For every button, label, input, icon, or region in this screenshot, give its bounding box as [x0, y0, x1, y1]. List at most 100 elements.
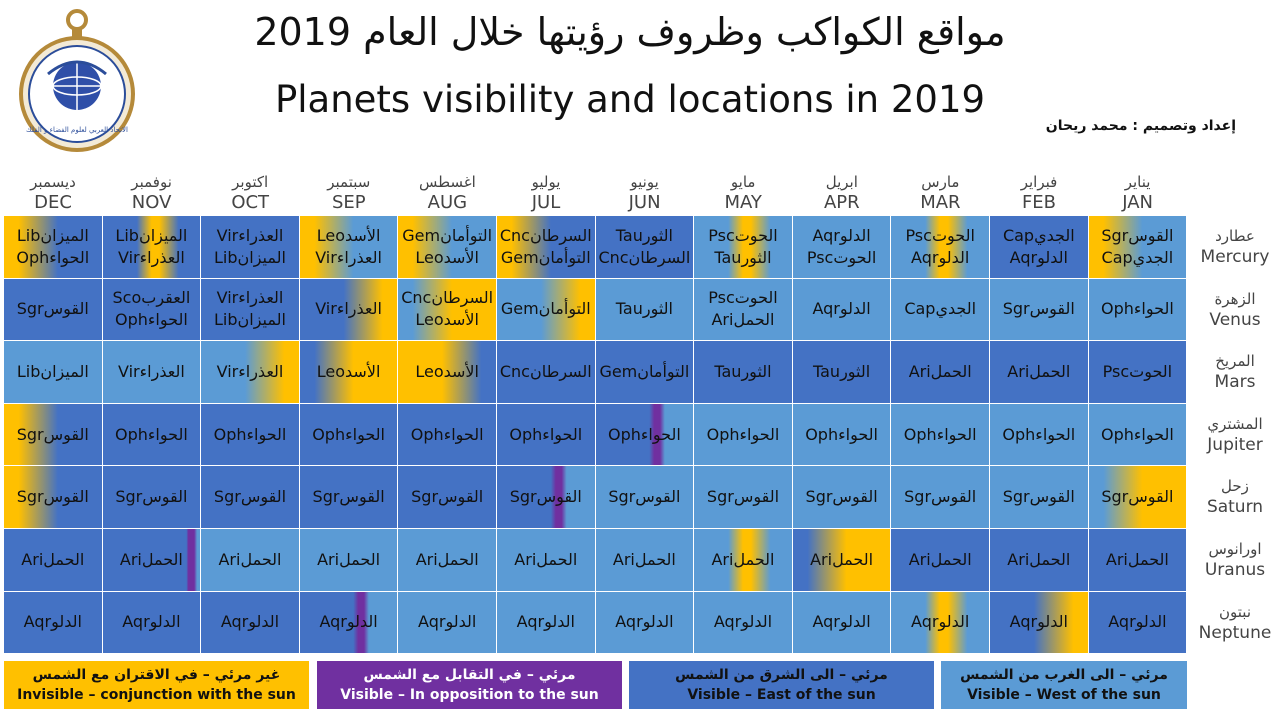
constellation: Libالميزان [214, 247, 286, 269]
constellation-abbr: Ari [1007, 549, 1030, 569]
month-header-arabic: نوفمبر [131, 173, 172, 191]
constellation-abbr: Sgr [213, 487, 241, 507]
planet-label-arabic: المريخ [1215, 352, 1255, 371]
month-header-arabic: اكتوبر [232, 173, 269, 191]
constellation-abbr: Gem [500, 299, 539, 319]
month-header: ابريل APR [793, 172, 891, 214]
constellation-arabic: العذراء [238, 225, 284, 245]
month-header-arabic: مايو [730, 173, 756, 191]
grid-cell: Libالميزان Ophالحواء [4, 216, 103, 279]
constellation-arabic: الحواء [640, 424, 681, 444]
grid-cell: Virالعذراء [299, 278, 399, 342]
grid-cell: Ariالحمل [497, 529, 596, 592]
constellation: Virالعذراء [217, 287, 284, 309]
month-header-english: OCT [231, 192, 270, 213]
constellation: Sgrالقوس [1101, 486, 1173, 508]
constellation: Leoالأسد [317, 225, 381, 247]
constellation-arabic: الحواء [443, 424, 484, 444]
planet-label-arabic: عطارد [1215, 227, 1255, 245]
constellation: Ophالحواء [805, 424, 878, 446]
constellation-abbr: Ari [1007, 361, 1030, 381]
constellation: Virالعذراء [315, 247, 382, 269]
constellation: Ophالحواء [1101, 424, 1174, 446]
grid-cell: Aqrالدلو [595, 591, 695, 655]
constellation: Tauالثور [616, 298, 673, 320]
constellation-arabic: القوس [43, 424, 89, 444]
grid-cell: Gemالتوأمان [595, 341, 695, 404]
legend-text-arabic: مرئي – في التقابل مع الشمس [363, 667, 576, 683]
constellation-arabic: الحواء [246, 424, 287, 444]
grid-cell: Sgrالقوس [792, 466, 892, 529]
grid-cell: Sgrالقوس [694, 466, 793, 529]
month-header-english: NOV [131, 192, 172, 213]
constellation: Ariالحمل [1106, 549, 1169, 571]
grid-cell: Ophالحواء [102, 403, 202, 467]
month-header-english: APR [823, 192, 860, 213]
grid-cell: Ophالحواء [497, 403, 596, 467]
constellation-arabic: التوأمان [538, 299, 591, 319]
constellation-arabic: التوأمان [637, 361, 690, 381]
month-header: سبتمبر SEP [300, 172, 398, 214]
month-header: يونيو JUN [596, 172, 694, 214]
constellation-arabic: الحمل [1029, 549, 1071, 569]
constellation-abbr: Ari [711, 310, 734, 330]
constellation: Aqrالدلو [812, 298, 870, 320]
constellation: Cncالسرطان [500, 361, 592, 383]
constellation-arabic: الحوت [734, 225, 778, 245]
constellation-abbr: Sgr [1101, 487, 1129, 507]
grid-cell: Leoالأسد [299, 341, 399, 404]
legend-text-arabic: غير مرئي – في الاقتران مع الشمس [32, 667, 281, 683]
planet-label-english: Mars [1214, 372, 1256, 393]
grid-cell: Ophالحواء [201, 403, 300, 467]
constellation: Aqrالدلو [418, 611, 476, 633]
constellation: Libالميزان [115, 225, 187, 247]
constellation: Ariالحمل [21, 549, 84, 571]
month-header-english: JAN [1122, 192, 1153, 213]
constellation-arabic: العذراء [139, 361, 185, 381]
grid-cell: Tauالثور [694, 341, 793, 404]
planet-label-english: Venus [1209, 309, 1261, 330]
constellation-abbr: Tau [615, 225, 643, 245]
constellation-abbr: Sgr [509, 487, 537, 507]
legend-item-conjunction: غير مرئي – في الاقتران مع الشمس Invisible… [4, 661, 309, 709]
month-header-arabic: يوليو [531, 173, 561, 191]
grid-cell: Aqrالدلو [398, 591, 497, 655]
constellation-arabic: الجدي [1132, 247, 1174, 267]
constellation-arabic: القوس [635, 487, 681, 507]
constellation: Aqrالدلو [517, 611, 575, 633]
month-header: اغسطس AUG [398, 172, 496, 214]
constellation-abbr: Cnc [598, 247, 629, 267]
constellation-arabic: التوأمان [538, 247, 591, 267]
constellation-abbr: Oph [903, 424, 937, 444]
constellation-arabic: السرطان [529, 225, 592, 245]
constellation-arabic: الحواء [542, 424, 583, 444]
constellation-arabic: الدلو [248, 612, 280, 632]
constellation-arabic: القوس [1128, 225, 1174, 245]
constellation-arabic: الأسد [443, 310, 479, 330]
legend-item-west: مرئي – الى الغرب من الشمس Visible – West … [941, 661, 1187, 709]
constellation-abbr: Lib [16, 225, 41, 245]
grid-cell: Virالعذراء [102, 341, 202, 404]
grid-cell: Pscالحوت Tauالثور [694, 216, 793, 279]
constellation: Libالميزان [17, 361, 89, 383]
constellation-abbr: Aqr [319, 612, 347, 632]
grid-cell: Ariالحمل [299, 529, 399, 592]
constellation-arabic: السرطان [431, 288, 494, 308]
month-header: نوفمبر NOV [103, 172, 201, 214]
constellation: Ophالحواء [707, 424, 780, 446]
constellation: Ariالحمل [317, 549, 380, 571]
grid-cell: Ophالحواء [792, 403, 892, 467]
constellation-arabic: الحمل [339, 549, 381, 569]
constellation: Tauالثور [813, 361, 870, 383]
constellation: Virالعذراء [118, 361, 185, 383]
constellation: Ophالحواء [16, 247, 89, 269]
constellation-abbr: Psc [1102, 361, 1130, 381]
constellation: Sgrالقوس [608, 486, 680, 508]
grid-cell: Aqrالدلو [299, 591, 399, 655]
constellation-arabic: العذراء [238, 288, 284, 308]
constellation-arabic: الدلو [51, 612, 82, 632]
constellation-arabic: الحوت [931, 225, 975, 245]
constellation: Sgrالقوس [17, 298, 89, 320]
constellation-arabic: الجدي [935, 299, 977, 319]
planet-label: الزهرة Venus [1192, 289, 1278, 331]
